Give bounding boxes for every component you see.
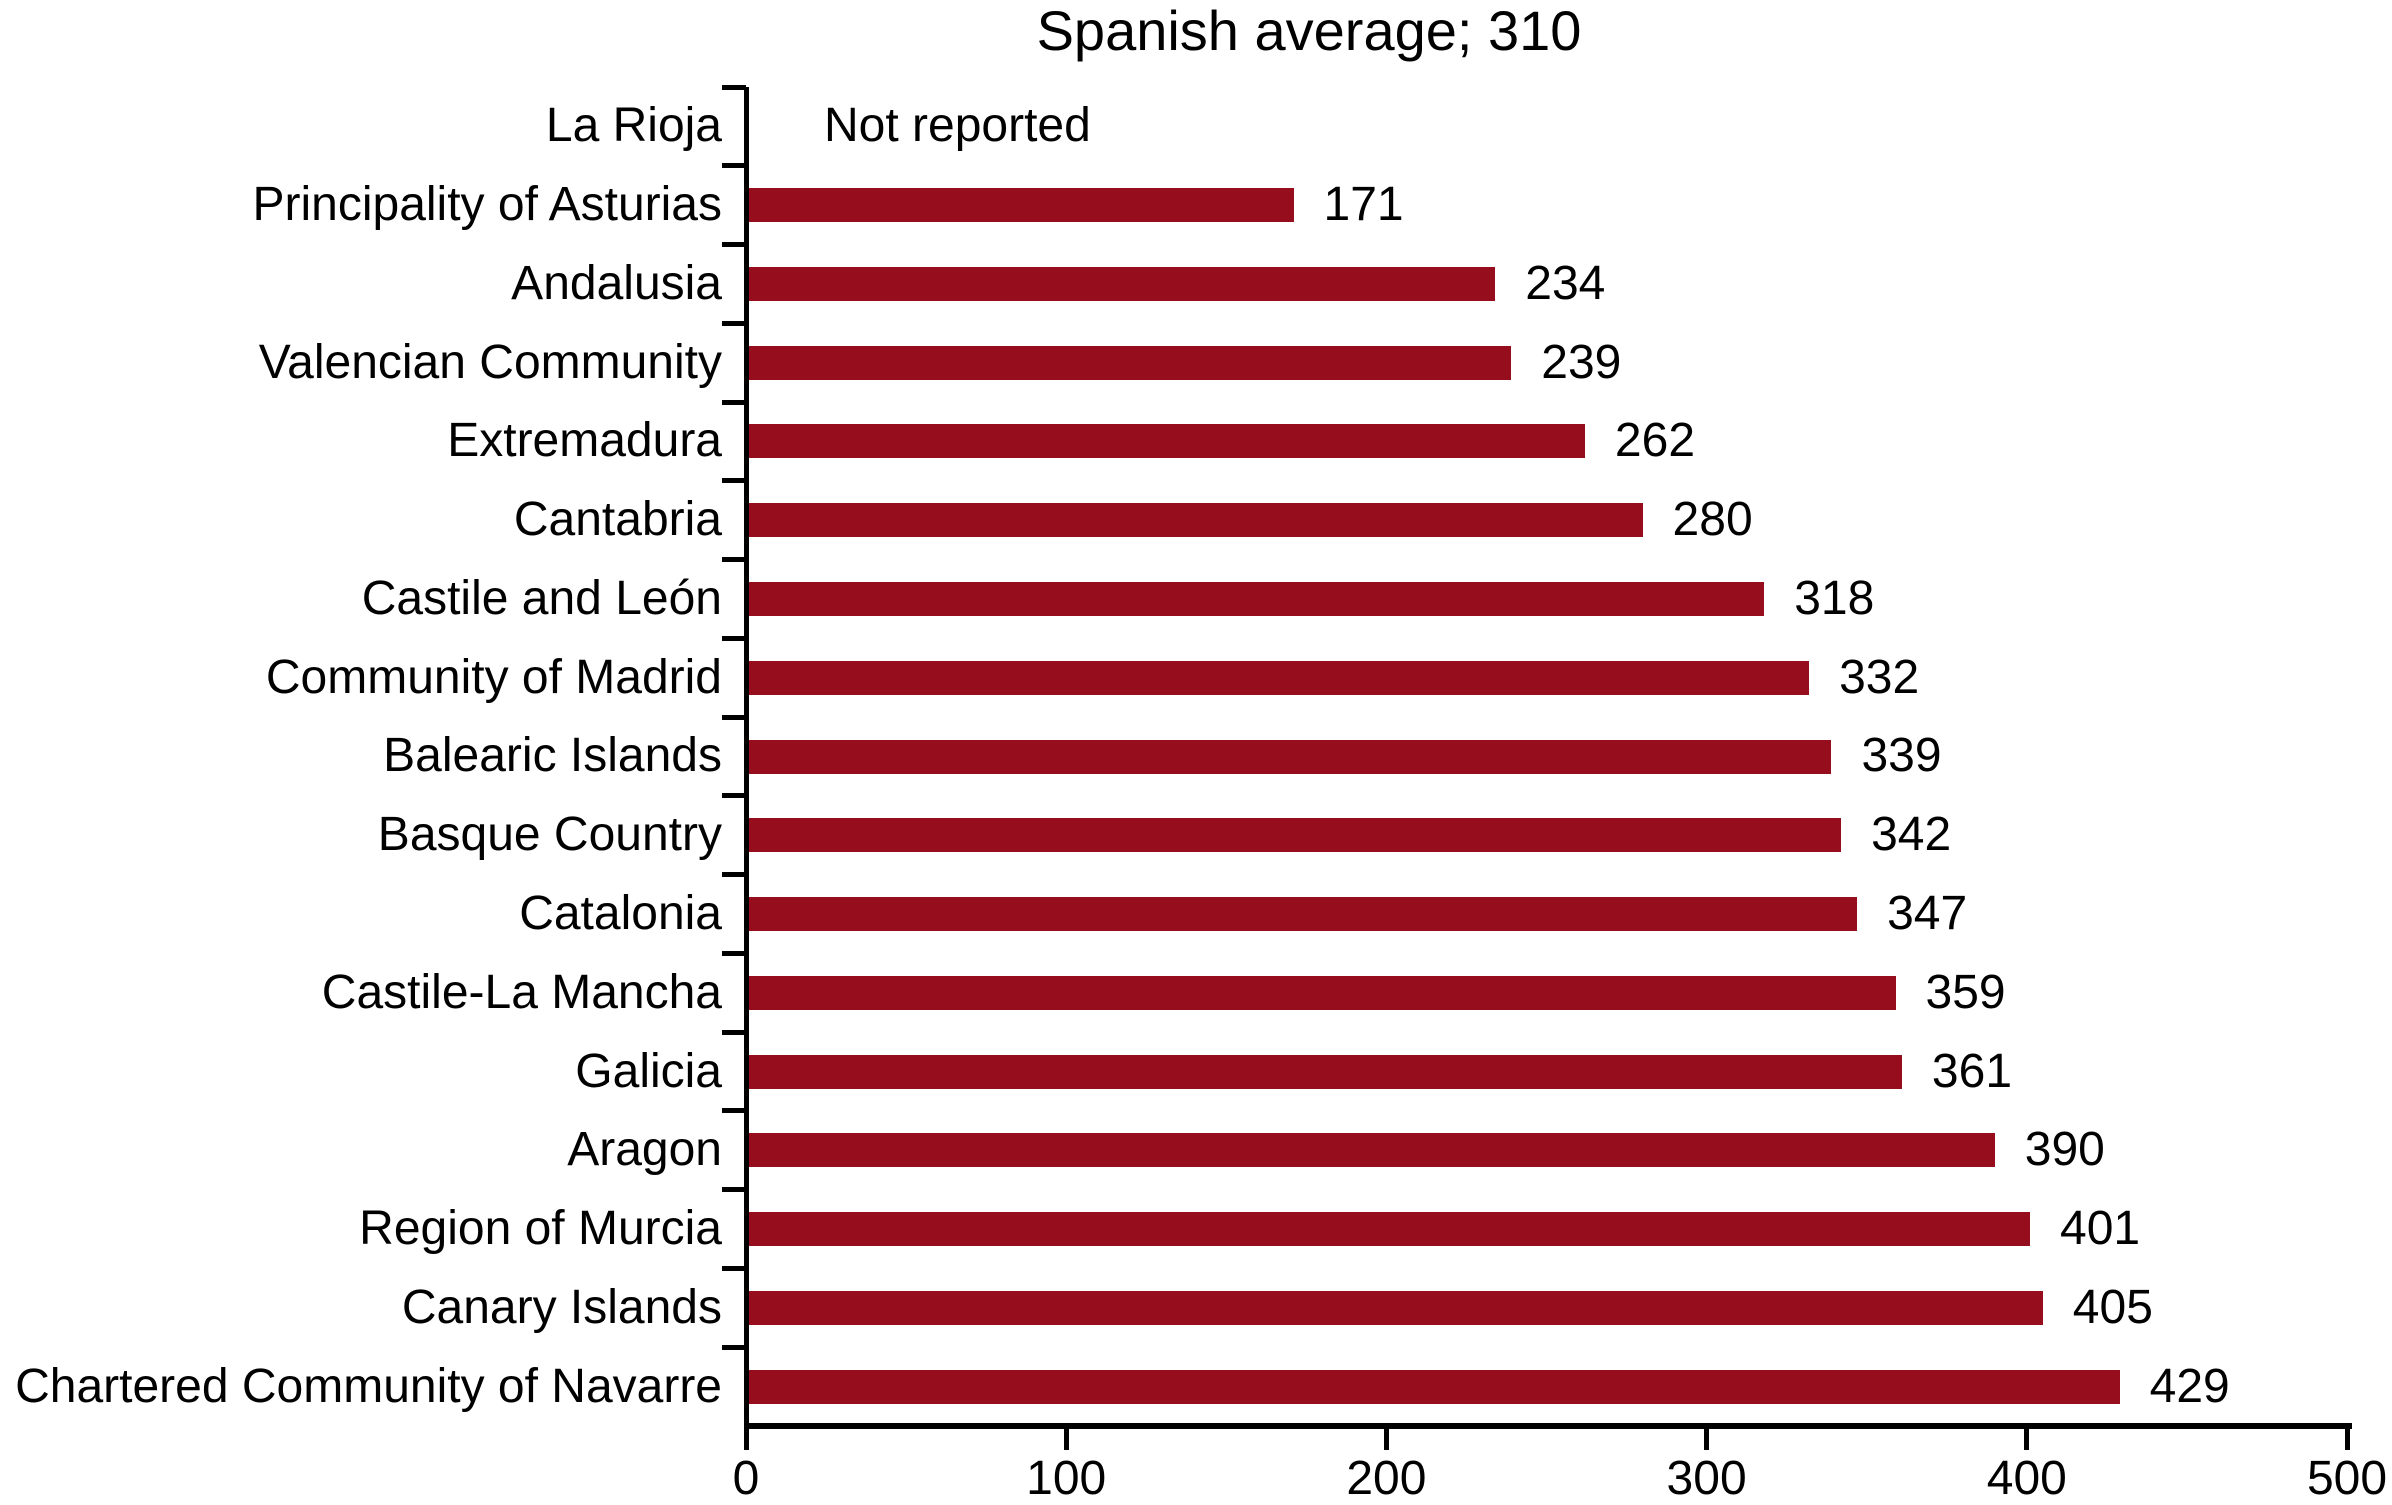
category-labels: La Rioja Principality of Asturias Andalusi…: [0, 87, 722, 1426]
y-axis-tick: [722, 872, 746, 878]
plot-area: Not reported 171 234 239 262 280 318 332 339 342 3…: [746, 87, 2347, 1426]
bar-value-label: 262: [1614, 414, 1696, 468]
y-axis-tick: [722, 714, 746, 720]
bar: [746, 975, 1896, 1010]
y-axis-tick: [722, 1108, 746, 1114]
x-axis-line: [744, 1423, 2352, 1429]
x-axis-tick-label: 400: [1986, 1452, 2067, 1505]
bar: [746, 581, 1765, 616]
category-label: Galicia: [575, 1044, 722, 1098]
not-reported-label: Not reported: [824, 99, 1091, 153]
category-label: Andalusia: [511, 256, 722, 310]
x-axis-tick-label: 0: [732, 1452, 760, 1505]
bar-value-label: 405: [2072, 1280, 2153, 1334]
bar: [746, 1212, 2030, 1247]
bar-value-label: 239: [1541, 335, 1622, 389]
x-axis-tick: [743, 1429, 749, 1450]
x-axis-tick: [1383, 1429, 1389, 1450]
bar-value-label: 347: [1887, 887, 1968, 941]
bar: [746, 1369, 2120, 1404]
y-axis-tick: [722, 399, 746, 405]
bar-value-label: 390: [2024, 1123, 2105, 1177]
category-label: Aragon: [567, 1123, 722, 1177]
x-axis-tick-label: 500: [2306, 1452, 2388, 1505]
category-label: Basque Country: [377, 808, 722, 862]
bar-value-label: 361: [1931, 1044, 2013, 1098]
y-axis-tick: [722, 1029, 746, 1035]
y-axis-tick: [722, 1265, 746, 1271]
bar: [746, 266, 1496, 301]
y-axis-tick: [722, 84, 746, 90]
y-axis-tick: [722, 950, 746, 956]
x-axis-tick: [1063, 1429, 1069, 1450]
bar-value-label: 318: [1794, 571, 1875, 625]
bar: [746, 1054, 1902, 1089]
bar: [746, 660, 1810, 695]
category-label: Valencian Community: [258, 335, 722, 389]
bar: [746, 424, 1585, 459]
category-label: Principality of Asturias: [252, 178, 722, 232]
y-axis-tick: [722, 320, 746, 326]
x-axis-tick: [1704, 1429, 1710, 1450]
category-label: Castile-La Mancha: [321, 965, 722, 1019]
bar-value-label: 339: [1861, 729, 1942, 783]
x-axis-tick: [2344, 1429, 2350, 1450]
bar: [746, 897, 1858, 932]
y-axis-tick: [722, 478, 746, 484]
category-label: Balearic Islands: [383, 729, 722, 783]
category-label: Castile and León: [361, 571, 722, 625]
x-axis-tick-label: 200: [1346, 1452, 1427, 1505]
bar: [746, 739, 1832, 774]
chart-title: Spanish average; 310: [1036, 0, 1582, 62]
bar: [746, 1133, 1995, 1168]
y-axis-tick: [722, 163, 746, 169]
bar-value-label: 332: [1839, 650, 1920, 704]
bar: [746, 818, 1842, 853]
bar-value-label: 359: [1925, 965, 2006, 1019]
bar-value-label: 171: [1323, 178, 1404, 232]
bar: [746, 503, 1643, 538]
x-axis-tick-label: 100: [1026, 1452, 1107, 1505]
category-label: Chartered Community of Navarre: [15, 1359, 722, 1413]
bar: [746, 345, 1512, 380]
category-label: La Rioja: [545, 99, 722, 153]
x-axis-tick-label: 300: [1666, 1452, 1747, 1505]
bar-value-label: 401: [2060, 1202, 2141, 1256]
y-axis-tick: [722, 1187, 746, 1193]
category-label: Community of Madrid: [265, 650, 722, 704]
y-axis-tick: [722, 635, 746, 641]
bar-value-label: 429: [2149, 1359, 2230, 1413]
category-label: Catalonia: [519, 887, 722, 941]
y-axis-tick: [722, 793, 746, 799]
bar: [746, 1290, 2043, 1325]
y-axis-tick: [722, 242, 746, 248]
category-label: Extremadura: [447, 414, 722, 468]
category-label: Cantabria: [513, 493, 722, 547]
category-label: Region of Murcia: [359, 1202, 722, 1256]
bar-value-label: 234: [1525, 256, 1606, 310]
category-label: Canary Islands: [401, 1280, 722, 1334]
x-axis-tick: [2024, 1429, 2030, 1450]
bar: [746, 188, 1294, 223]
bar-value-label: 280: [1672, 493, 1753, 547]
bar-value-label: 342: [1871, 808, 1952, 862]
y-axis-tick: [722, 557, 746, 563]
y-axis-line: [744, 87, 749, 1429]
y-axis-tick: [722, 1344, 746, 1350]
